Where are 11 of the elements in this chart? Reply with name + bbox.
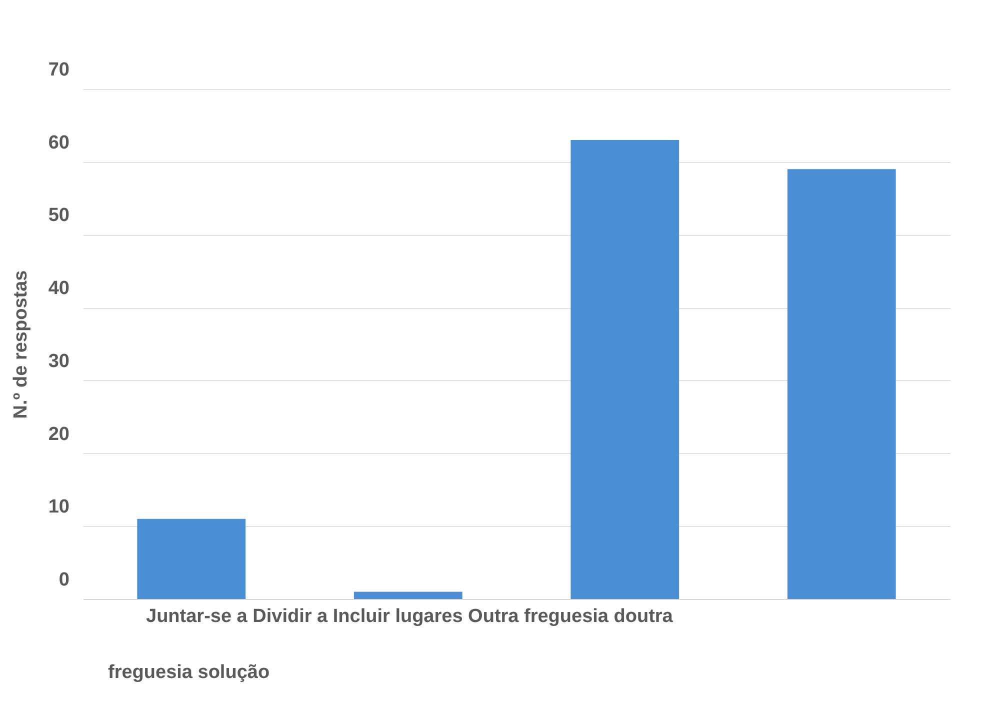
y-axis-title: N.º de respostas bbox=[10, 270, 32, 419]
y-tick-label: 0 bbox=[58, 570, 70, 590]
y-tick-label: 40 bbox=[48, 278, 70, 300]
text: freguesia solução bbox=[108, 662, 270, 684]
y-tick-label: 10 bbox=[48, 496, 70, 518]
y-tick-label: 70 bbox=[48, 60, 70, 80]
y-tick-label: 60 bbox=[48, 132, 70, 154]
y-tick-label: 20 bbox=[48, 424, 70, 445]
text: Juntar-se a Dividir a Incluir lugares Outra freguesia doutra bbox=[146, 606, 673, 628]
y-tick-label: 50 bbox=[48, 205, 70, 226]
y-tick-label: 30 bbox=[48, 350, 70, 372]
